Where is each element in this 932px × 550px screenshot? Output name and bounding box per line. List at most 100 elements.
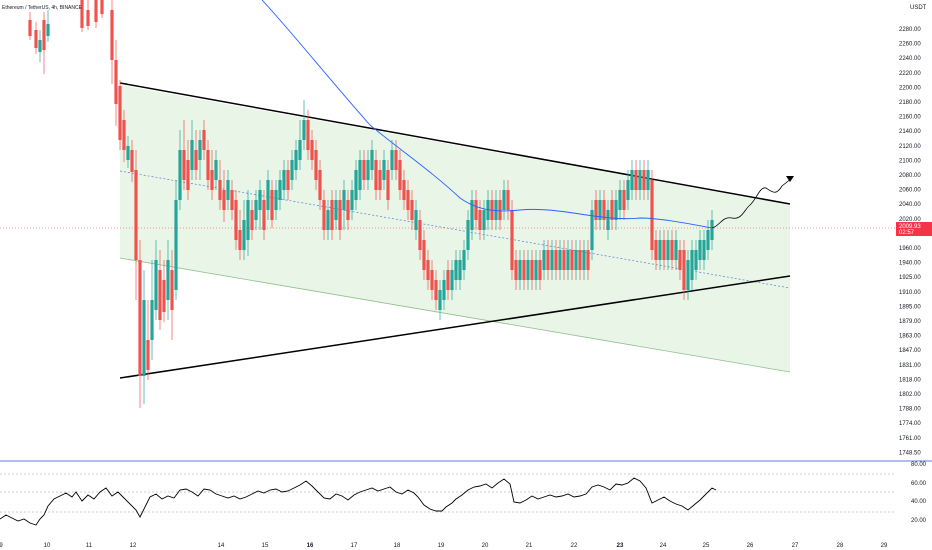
candle-body	[398, 160, 402, 190]
candle-body	[186, 160, 190, 190]
candle-body	[586, 250, 590, 270]
price-tick-label: 1761.00	[899, 436, 921, 442]
candle-body	[458, 260, 462, 280]
time-tick-label: 9	[0, 543, 3, 549]
candle-body	[366, 160, 370, 180]
candle-body	[182, 150, 186, 180]
candle-body	[422, 240, 426, 270]
candle-body	[302, 120, 306, 140]
candle-body	[354, 170, 358, 200]
candle-body	[502, 190, 506, 210]
candle-body	[28, 20, 32, 36]
candle-body	[306, 120, 310, 150]
lower-trendline[interactable]	[119, 275, 791, 379]
candle-body	[534, 260, 538, 280]
time-tick-label: 17	[351, 543, 358, 549]
candle-body	[518, 260, 522, 280]
price-tick-label: 2140.00	[899, 129, 921, 135]
time-tick-label: 15	[262, 543, 269, 549]
candle-body	[86, 10, 90, 26]
candle-body	[334, 200, 338, 220]
candle-body	[362, 160, 366, 180]
candle-body	[350, 190, 354, 210]
candle-body	[290, 160, 294, 180]
candle-body	[358, 160, 362, 190]
candle-body	[286, 170, 290, 190]
candle-body	[222, 190, 226, 210]
price-tick-label: 2100.00	[899, 158, 921, 164]
price-tick-label: 1879.00	[899, 319, 921, 325]
time-axis[interactable]: 9 10 11 12 14 15 16 17 18 19 20 21 22 23 24 25 26 27 28 29	[0, 543, 888, 549]
candle-body	[402, 180, 406, 200]
candle-body	[682, 250, 686, 290]
candle-body	[250, 210, 254, 230]
candle-body	[530, 260, 534, 280]
candle-body	[662, 240, 666, 260]
candle-body	[338, 200, 342, 230]
candle-body	[110, 10, 114, 60]
candle-body	[542, 250, 546, 270]
symbol-title[interactable]: Ethereum / TetherUS, 4h, BINANCE	[2, 5, 83, 11]
candle-body	[466, 220, 470, 250]
candle-body	[570, 250, 574, 270]
candle-body	[582, 250, 586, 270]
candle-body	[702, 240, 706, 260]
candle-body	[562, 250, 566, 270]
candle-body	[654, 240, 658, 260]
candle-body	[602, 200, 606, 220]
candle-body	[378, 170, 382, 190]
candle-body	[614, 200, 618, 220]
candle-body	[686, 260, 690, 290]
rsi-line	[0, 477, 717, 526]
candle-body	[234, 200, 238, 240]
candle-body	[578, 250, 582, 270]
candle-body	[382, 160, 386, 180]
candle-body	[450, 270, 454, 290]
candle-body	[230, 190, 234, 210]
rsi-axis[interactable]: 80.00 60.00 40.00 20.00	[911, 462, 927, 524]
time-tick-label: 16	[307, 543, 314, 549]
current-price-value: 2009.93	[899, 224, 921, 230]
candle-body	[426, 260, 430, 280]
candle-body	[442, 280, 446, 300]
candle-body	[666, 240, 670, 260]
time-tick-label: 24	[660, 543, 667, 549]
candle-body	[434, 280, 438, 300]
time-tick-label: 28	[837, 543, 844, 549]
price-tick-label: 1847.00	[899, 348, 921, 354]
candle-body	[258, 190, 262, 210]
upper-trendline[interactable]	[119, 82, 791, 205]
candle-body	[554, 250, 558, 270]
candle-body	[178, 150, 182, 200]
candle-body	[670, 240, 674, 260]
channel-lower-line	[119, 257, 791, 373]
candle-body	[370, 150, 374, 170]
candle-body	[266, 180, 270, 210]
candle-body	[34, 30, 38, 48]
candle-body	[346, 200, 350, 220]
candle-body	[550, 250, 554, 270]
candle-body	[202, 130, 206, 150]
candle-body	[326, 210, 330, 230]
candle-body	[254, 200, 258, 220]
candle-body	[622, 190, 626, 210]
candle-body	[294, 150, 298, 170]
time-tick-label: 11	[86, 543, 93, 549]
candle-body	[658, 240, 662, 260]
candle-body	[566, 250, 570, 270]
candle-body	[446, 270, 450, 290]
candle-body	[478, 210, 482, 230]
price-axis[interactable]: 2280.00 2260.00 2240.00 2220.00 2200.00 2180.…	[899, 27, 921, 456]
candle-body	[698, 240, 702, 260]
candle-body	[634, 170, 638, 190]
candle-body	[454, 260, 458, 280]
candle-body	[390, 150, 394, 170]
price-tick-label: 1818.00	[899, 377, 921, 383]
price-tick-label: 1748.50	[899, 450, 921, 456]
rsi-tick-label: 20.00	[911, 518, 927, 524]
candle-body	[558, 250, 562, 270]
candle-body	[678, 250, 682, 270]
candle-body	[118, 86, 122, 140]
